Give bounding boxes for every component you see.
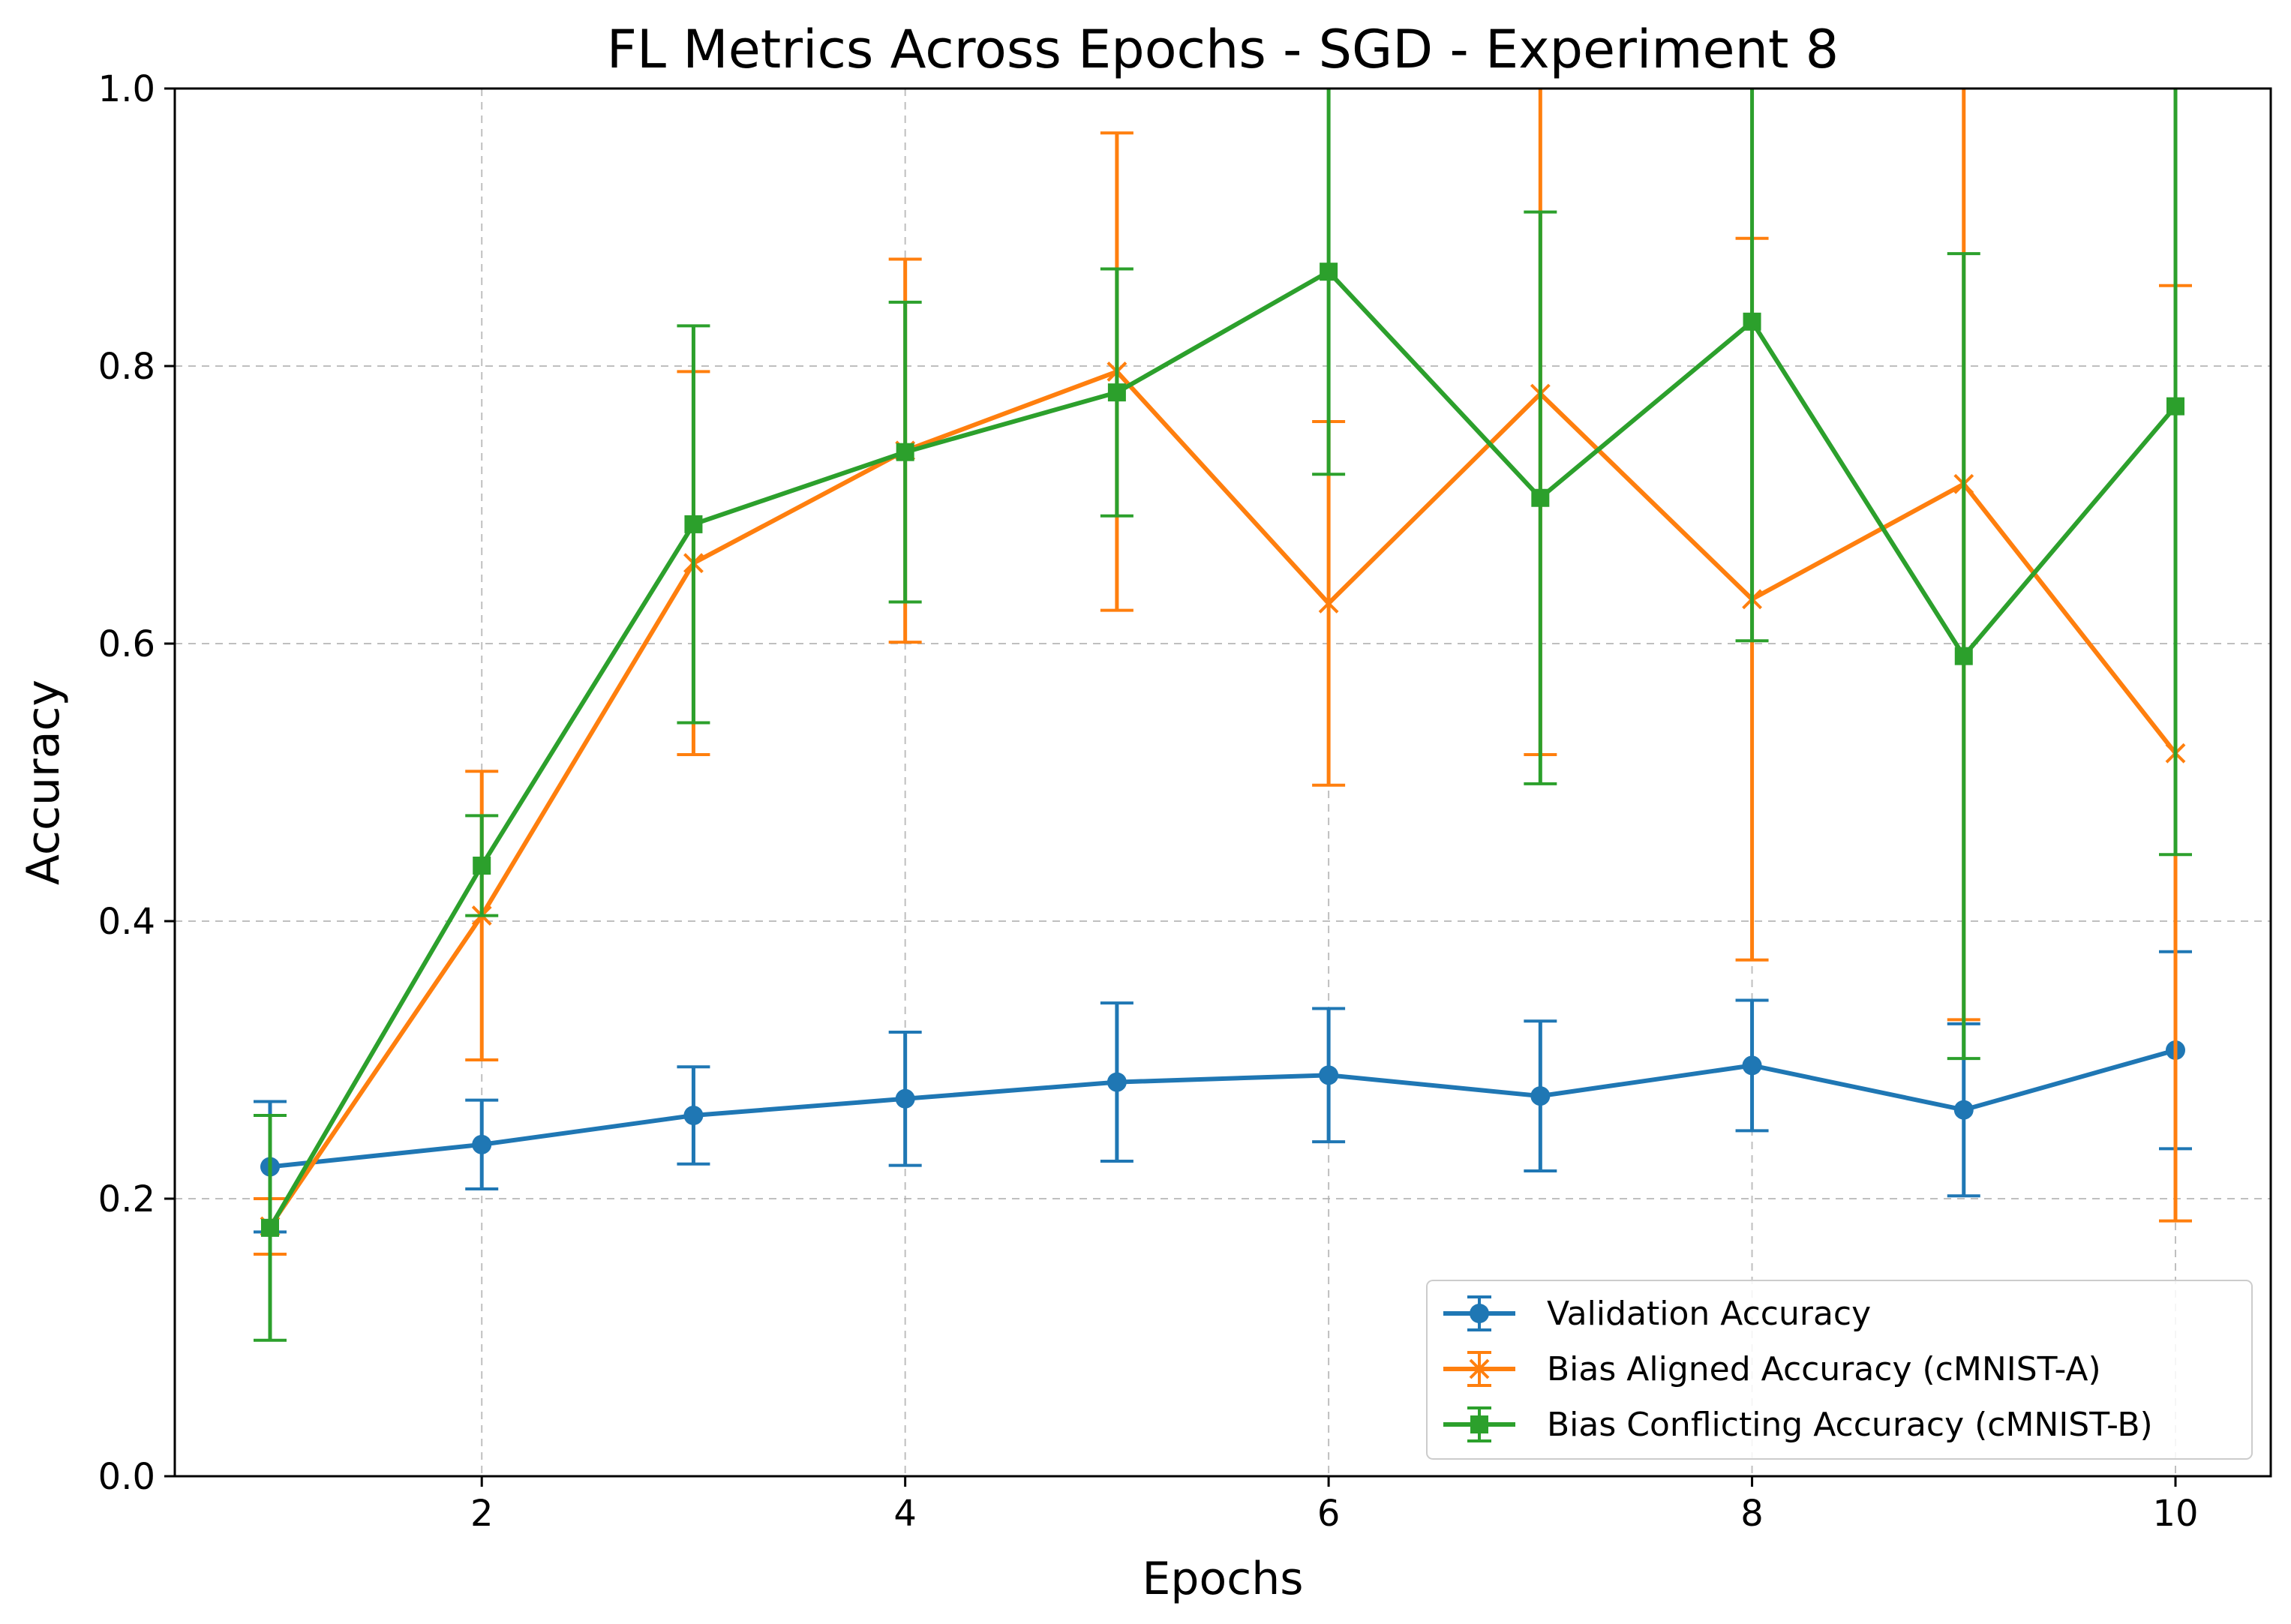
y-axis-label: Accuracy: [17, 680, 70, 885]
x-tick-label: 6: [1317, 1493, 1341, 1535]
data-point: [1319, 1065, 1339, 1085]
y-tick-label: 0.6: [98, 623, 155, 665]
legend-label: Validation Accuracy: [1547, 1295, 1871, 1333]
ticks: 2 4 6 8 10 0.0 0.2 0.4 0.6 0.8 1.0: [98, 68, 2199, 1535]
data-point: [1531, 488, 1550, 507]
data-point: [1953, 1100, 1974, 1120]
series-line: [269, 1048, 2176, 1169]
chart-title: FL Metrics Across Epochs - SGD - Experim…: [607, 19, 1839, 80]
data-point: [2166, 397, 2184, 416]
data-point: [472, 1134, 492, 1154]
legend: Validation Accuracy Bias Aligned Accuracy…: [1426, 1280, 2253, 1460]
legend-marker: [1470, 1304, 1489, 1323]
y-tick-label: 0.2: [98, 1178, 155, 1220]
y-tick-label: 1.0: [98, 68, 155, 110]
legend-label: Bias Conflicting Accuracy (cMNIST-B): [1547, 1406, 2153, 1444]
data-point: [473, 857, 491, 875]
legend-label: Bias Aligned Accuracy (cMNIST-A): [1547, 1350, 2101, 1388]
legend-item-3: Bias Conflicting Accuracy (cMNIST-B): [1443, 1406, 2153, 1444]
plot-frame: [173, 87, 2272, 1478]
data-point: [1318, 593, 1339, 614]
y-tick-label: 0.4: [98, 901, 155, 943]
x-tick-label: 4: [893, 1493, 917, 1535]
x-tick-label: 2: [470, 1493, 494, 1535]
x-tick-label: 8: [1740, 1493, 1764, 1535]
x-axis-label: Epochs: [1142, 1553, 1304, 1605]
series-line: [268, 269, 2178, 1229]
data-point: [684, 515, 703, 533]
y-tick-label: 0.0: [98, 1456, 155, 1498]
data-point: [1107, 383, 1126, 402]
data-point: [1530, 1086, 1551, 1106]
data-point: [261, 1218, 279, 1237]
data-point: [1320, 263, 1338, 281]
legend-item-1: Validation Accuracy: [1443, 1295, 1871, 1333]
series-line: [268, 369, 2178, 1228]
data-point: [1106, 1072, 1127, 1092]
legend-marker: [1469, 1358, 1490, 1379]
y-tick-label: 0.8: [98, 346, 155, 388]
data-point: [683, 1106, 704, 1125]
legend-marker: [1470, 1415, 1488, 1433]
data-point: [896, 443, 914, 461]
series-layer: [254, 89, 2192, 1342]
data-point: [1954, 647, 1973, 665]
data-point: [1742, 1055, 1762, 1076]
data-point: [1743, 312, 1761, 331]
legend-item-2: Bias Aligned Accuracy (cMNIST-A): [1443, 1350, 2101, 1388]
data-point: [895, 1088, 915, 1109]
x-tick-label: 10: [2152, 1493, 2198, 1535]
legend-box: [1426, 1280, 2253, 1460]
series-3: [254, 89, 2192, 1342]
